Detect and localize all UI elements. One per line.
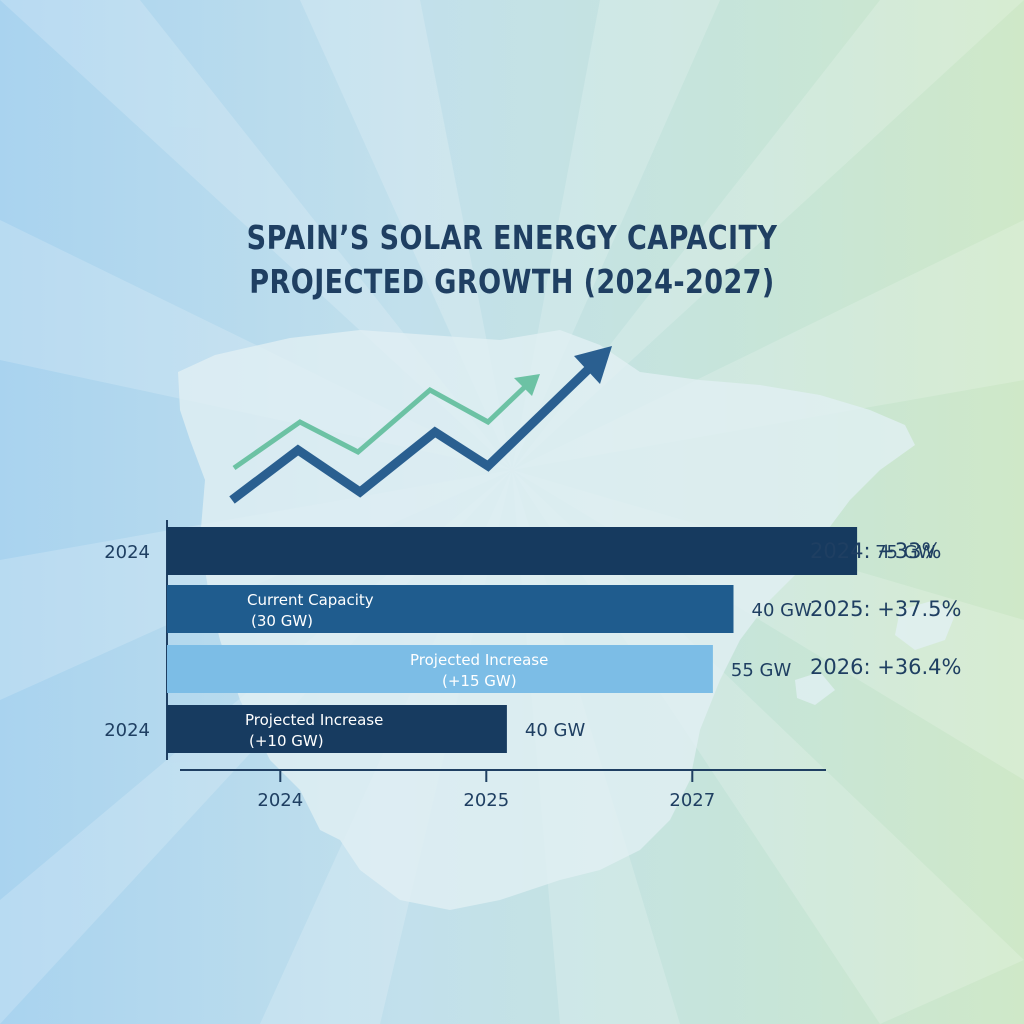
- bar-value-label: 75 GW: [875, 542, 936, 563]
- bar-value-label: 55 GW: [731, 660, 792, 681]
- trend-lines: [229, 346, 612, 504]
- bar: [167, 705, 507, 753]
- balearic-island-small: [795, 672, 835, 705]
- bar: [167, 585, 734, 633]
- bar-value-label: 40 GW: [752, 600, 813, 621]
- growth-rate-list: 2024: +33% 2025: +37.5% 2026: +36.4%: [810, 539, 962, 679]
- row-label: 2024: [104, 720, 150, 741]
- x-tick-label: 2027: [669, 790, 715, 811]
- chart-title-line-1: SPAIN’S SOLAR ENERGY CAPACITY: [246, 218, 778, 257]
- balearic-island: [895, 600, 955, 650]
- trend-arrowhead-secondary: [514, 374, 540, 396]
- bar-inner-label: Projected Increase: [245, 711, 383, 729]
- bar-value-label: 40 GW: [525, 720, 586, 741]
- bar-inner-sublabel: (+10 GW): [249, 732, 324, 750]
- bar: [167, 527, 858, 575]
- x-axis: 2024 2025 2027: [180, 769, 826, 811]
- growth-rate-label: 2025: +37.5%: [810, 597, 962, 621]
- bar-inner-label: Projected Increase: [410, 651, 548, 669]
- trend-line-primary: [229, 354, 604, 504]
- bar: [167, 645, 713, 693]
- x-tick-label: 2025: [463, 790, 509, 811]
- bar-group: 2024 75 GW 40 GW Current Capacity (30 GW) 55 …: [104, 520, 936, 760]
- row-label: 2024: [104, 542, 150, 563]
- bar-inner-label: Current Capacity: [247, 591, 374, 609]
- trend-line-secondary: [232, 380, 532, 471]
- growth-rate-label: 2024: +33%: [810, 539, 941, 563]
- growth-rate-label: 2026: +36.4%: [810, 655, 962, 679]
- chart-title-line-2: PROJECTED GROWTH (2024-2027): [249, 262, 775, 301]
- trend-arrowhead-primary: [574, 346, 612, 384]
- bar-inner-sublabel: (+15 GW): [442, 672, 517, 690]
- x-tick-label: 2024: [257, 790, 303, 811]
- bar-inner-sublabel: (30 GW): [251, 612, 313, 630]
